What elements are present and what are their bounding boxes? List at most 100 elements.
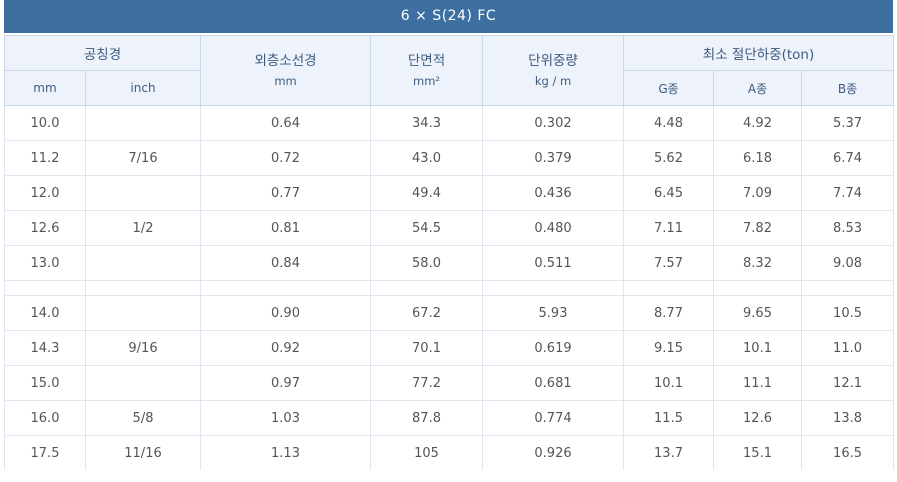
wire-rope-spec-table: 공칭경 외층소선경 mm 단면적 mm² 단위중량 kg / m 최소 절단하중…: [3, 35, 895, 470]
separator-cell: [84, 280, 202, 296]
cell-grade-g: 10.1: [623, 365, 715, 401]
cell-mm: 11.2: [4, 140, 86, 176]
header-cross-section-unit: mm²: [413, 73, 441, 88]
cell-wire-diameter: 1.03: [200, 400, 372, 436]
cell-cross-section: 70.1: [370, 330, 484, 366]
cell-unit-weight: 5.93: [482, 295, 625, 331]
header-unit-weight: 단위중량 kg / m: [482, 35, 625, 106]
cell-grade-g: 5.62: [623, 140, 715, 176]
cell-grade-a: 9.65: [713, 295, 803, 331]
table-row: 15.0 0.97 77.2 0.681 10.1 11.1 12.1: [4, 365, 895, 401]
cell-inch: [84, 365, 202, 401]
separator-cell: [370, 280, 484, 296]
header-nominal-inch: inch: [84, 70, 202, 106]
separator-cell: [623, 280, 715, 296]
separator-cell: [482, 280, 625, 296]
cell-mm: 10.0: [4, 105, 86, 141]
cell-wire-diameter: 0.72: [200, 140, 372, 176]
cell-cross-section: 43.0: [370, 140, 484, 176]
cell-inch: 9/16: [84, 330, 202, 366]
cell-wire-diameter: 0.84: [200, 245, 372, 281]
cell-wire-diameter: 1.13: [200, 435, 372, 470]
cell-grade-a: 6.18: [713, 140, 803, 176]
cell-inch: [84, 295, 202, 331]
header-unit-weight-unit: kg / m: [534, 73, 572, 88]
cell-mm: 15.0: [4, 365, 86, 401]
separator-cell: [713, 280, 803, 296]
cell-grade-a: 10.1: [713, 330, 803, 366]
cell-unit-weight: 0.511: [482, 245, 625, 281]
cell-wire-diameter: 0.81: [200, 210, 372, 246]
cell-grade-b: 9.08: [801, 245, 895, 281]
group-separator-row: [4, 280, 895, 296]
cell-inch: [84, 245, 202, 281]
table-title: 6 × S(24) FC: [4, 0, 893, 33]
cell-grade-a: 7.09: [713, 175, 803, 211]
cell-grade-a: 12.6: [713, 400, 803, 436]
cell-grade-g: 11.5: [623, 400, 715, 436]
cell-cross-section: 77.2: [370, 365, 484, 401]
separator-cell: [200, 280, 372, 296]
cell-mm: 14.0: [4, 295, 86, 331]
cell-wire-diameter: 0.77: [200, 175, 372, 211]
cell-mm: 12.0: [4, 175, 86, 211]
cell-grade-a: 8.32: [713, 245, 803, 281]
cell-grade-a: 7.82: [713, 210, 803, 246]
cell-unit-weight: 0.436: [482, 175, 625, 211]
cell-inch: 1/2: [84, 210, 202, 246]
cell-wire-diameter: 0.92: [200, 330, 372, 366]
cell-grade-b: 11.0: [801, 330, 895, 366]
cell-grade-b: 5.37: [801, 105, 895, 141]
header-outer-wire-label: 외층소선경: [254, 52, 317, 69]
cell-cross-section: 87.8: [370, 400, 484, 436]
cell-unit-weight: 0.379: [482, 140, 625, 176]
cell-mm: 12.6: [4, 210, 86, 246]
table-row: 12.0 0.77 49.4 0.436 6.45 7.09 7.74: [4, 175, 895, 211]
table-row: 11.2 7/16 0.72 43.0 0.379 5.62 6.18 6.74: [4, 140, 895, 176]
cell-inch: 5/8: [84, 400, 202, 436]
cell-inch: [84, 105, 202, 141]
header-cross-section-label: 단면적: [407, 52, 446, 69]
cell-mm: 17.5: [4, 435, 86, 470]
separator-cell: [4, 280, 86, 296]
header-unit-weight-label: 단위중량: [528, 52, 578, 69]
cell-unit-weight: 0.302: [482, 105, 625, 141]
cell-grade-g: 6.45: [623, 175, 715, 211]
cell-grade-a: 11.1: [713, 365, 803, 401]
cell-grade-g: 4.48: [623, 105, 715, 141]
cell-grade-a: 4.92: [713, 105, 803, 141]
table-body: 10.0 0.64 34.3 0.302 4.48 4.92 5.37 11.2 7/16 0.7…: [4, 105, 895, 470]
cell-grade-g: 8.77: [623, 295, 715, 331]
cell-unit-weight: 0.480: [482, 210, 625, 246]
cell-grade-b: 10.5: [801, 295, 895, 331]
header-nominal-diameter: 공칭경: [3, 35, 202, 71]
cell-grade-g: 13.7: [623, 435, 715, 470]
table-row: 14.0 0.90 67.2 5.93 8.77 9.65 10.5: [4, 295, 895, 331]
header-min-breaking-load: 최소 절단하중(ton): [623, 35, 895, 71]
cell-wire-diameter: 0.97: [200, 365, 372, 401]
cell-grade-b: 13.8: [801, 400, 895, 436]
cell-cross-section: 105: [370, 435, 484, 470]
table-row: 13.0 0.84 58.0 0.511 7.57 8.32 9.08: [4, 245, 895, 281]
cell-inch: 7/16: [84, 140, 202, 176]
cell-grade-b: 8.53: [801, 210, 895, 246]
cell-cross-section: 54.5: [370, 210, 484, 246]
cell-wire-diameter: 0.90: [200, 295, 372, 331]
header-outer-wire-diameter: 외층소선경 mm: [200, 35, 372, 106]
cell-cross-section: 34.3: [370, 105, 484, 141]
cell-grade-b: 7.74: [801, 175, 895, 211]
cell-unit-weight: 0.926: [482, 435, 625, 470]
cell-wire-diameter: 0.64: [200, 105, 372, 141]
cell-grade-b: 16.5: [801, 435, 895, 470]
cell-cross-section: 58.0: [370, 245, 484, 281]
table-row: 17.5 11/16 1.13 105 0.926 13.7 15.1 16.5: [4, 435, 895, 470]
cell-mm: 14.3: [4, 330, 86, 366]
table-row: 16.0 5/8 1.03 87.8 0.774 11.5 12.6 13.8: [4, 400, 895, 436]
spec-table-panel: 6 × S(24) FC 공칭경 외층소선경 mm 단면적 mm²: [3, 0, 895, 470]
cell-inch: [84, 175, 202, 211]
cell-unit-weight: 0.774: [482, 400, 625, 436]
header-grade-a: A종: [713, 70, 803, 106]
cell-grade-g: 9.15: [623, 330, 715, 366]
cell-grade-b: 6.74: [801, 140, 895, 176]
header-nominal-mm: mm: [4, 70, 86, 106]
